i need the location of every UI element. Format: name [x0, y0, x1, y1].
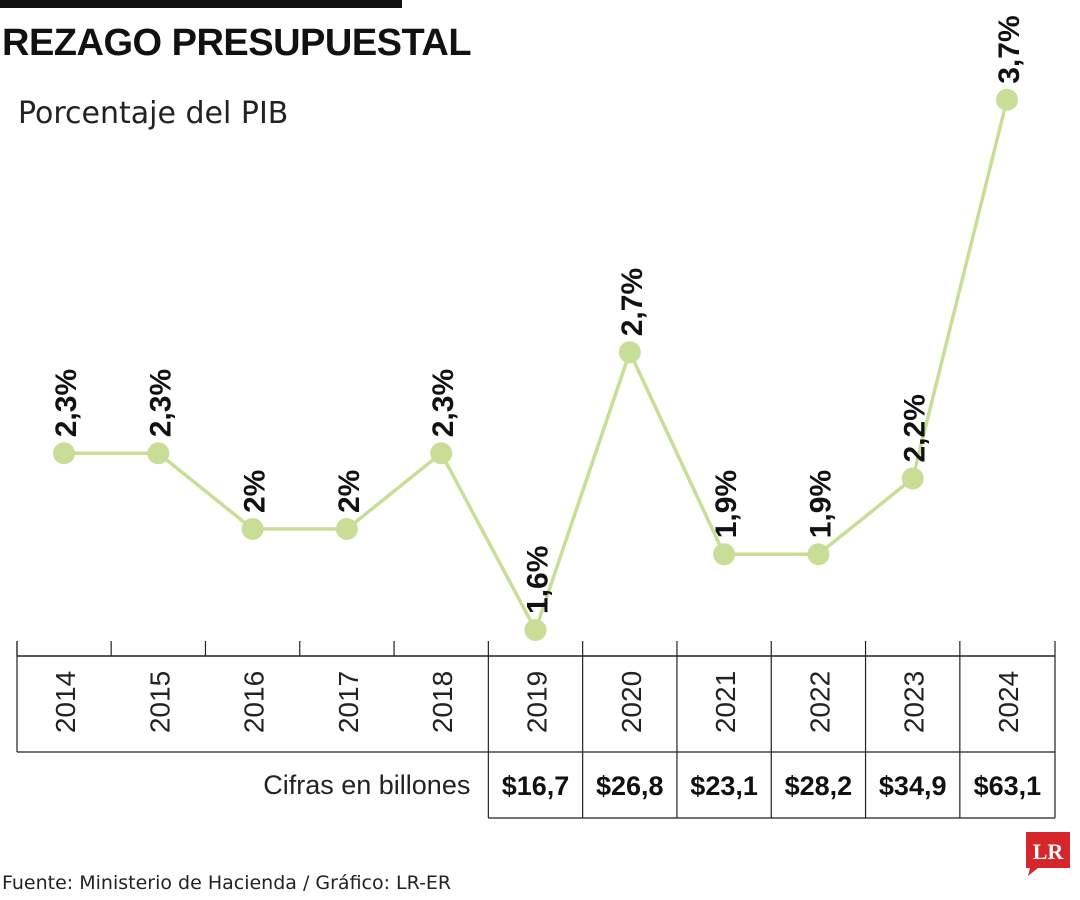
x-tick-label-2021: 2021	[710, 671, 741, 733]
data-point-2017	[335, 518, 358, 540]
data-point-2019	[524, 619, 547, 641]
data-label-2021: 1,9%	[710, 470, 743, 538]
data-point-2014	[53, 442, 75, 465]
data-label-2024: 3,7%	[993, 15, 1026, 83]
data-label-2019: 1,6%	[522, 546, 555, 614]
x-tick-label-2015: 2015	[144, 671, 175, 733]
x-tick-label-2020: 2020	[616, 671, 647, 733]
x-tick-label-2018: 2018	[427, 671, 458, 733]
data-label-2015: 2,3%	[144, 369, 177, 437]
table-value-2023: $34,9	[879, 771, 947, 801]
chart-subtitle: Porcentaje del PIB	[18, 96, 289, 131]
lr-logo: LR	[1026, 832, 1070, 876]
data-point-2024	[996, 88, 1018, 111]
table-value-2022: $28,2	[785, 771, 853, 801]
x-tick-label-2022: 2022	[804, 671, 835, 733]
data-point-2018	[430, 442, 453, 465]
data-point-2020	[618, 341, 641, 364]
data-point-2016	[241, 518, 264, 540]
table-value-2019: $16,7	[502, 771, 570, 801]
logo-text: LR	[1033, 839, 1065, 864]
data-label-2020: 2,7%	[616, 268, 649, 336]
data-label-2017: 2%	[333, 470, 366, 513]
x-tick-label-2019: 2019	[522, 671, 553, 733]
data-point-2023	[901, 467, 924, 490]
x-tick-label-2014: 2014	[50, 671, 81, 733]
table-row-label: Cifras en billones	[263, 770, 470, 800]
data-label-2022: 1,9%	[804, 470, 837, 538]
x-tick-label-2024: 2024	[993, 671, 1024, 733]
table-value-2024: $63,1	[974, 771, 1042, 801]
data-label-2023: 2,2%	[899, 394, 932, 462]
x-tick-label-2017: 2017	[333, 671, 364, 733]
source-note: Fuente: Ministerio de Hacienda / Gráfico…	[2, 872, 452, 894]
top-accent-bar	[0, 0, 402, 8]
x-tick-label-2023: 2023	[899, 671, 930, 733]
table-value-2021: $23,1	[690, 771, 758, 801]
data-label-2014: 2,3%	[50, 369, 83, 437]
data-label-2018: 2,3%	[427, 369, 460, 437]
data-point-2021	[713, 543, 736, 566]
data-point-2015	[147, 442, 170, 465]
data-label-2016: 2%	[239, 470, 272, 513]
chart-title: REZAGO PRESUPUESTAL	[2, 22, 472, 64]
table-value-2020: $26,8	[596, 771, 664, 801]
x-tick-label-2016: 2016	[239, 671, 270, 733]
data-point-2022	[807, 543, 830, 566]
